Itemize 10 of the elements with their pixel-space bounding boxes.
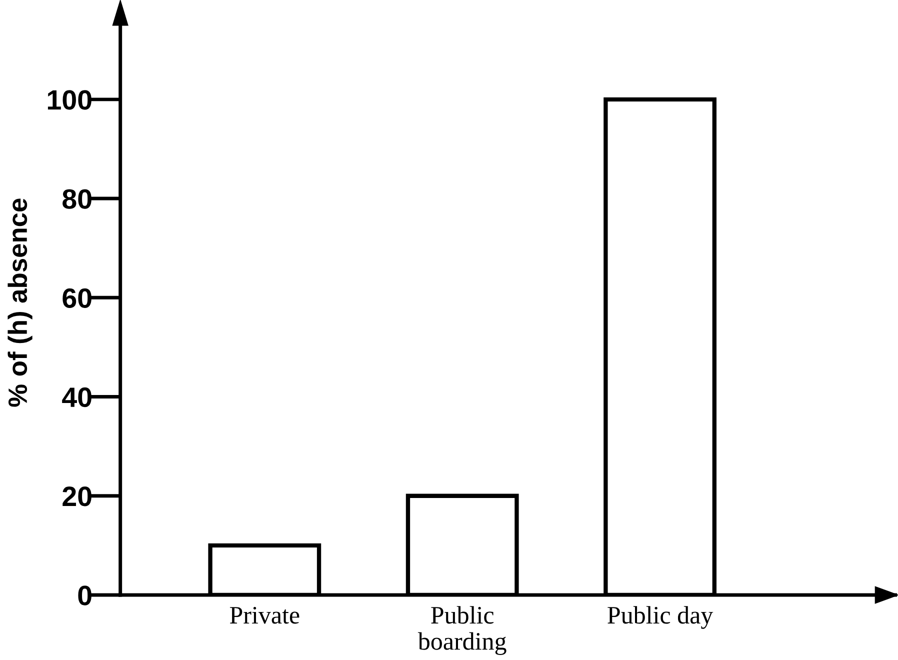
y-tick-label: 0: [78, 586, 92, 606]
y-axis-title: % of (h) absence: [8, 198, 32, 407]
x-tick-label: Public boarding: [418, 606, 506, 655]
y-tick-label: 60: [62, 288, 92, 308]
y-tick-label: 100: [48, 90, 92, 110]
x-tick-label: Public day: [608, 606, 714, 629]
y-tick-label: 80: [62, 189, 92, 209]
x-tick-label: Private: [230, 606, 300, 624]
y-tick-label: 20: [62, 486, 92, 506]
y-tick-label: 40: [62, 387, 92, 408]
